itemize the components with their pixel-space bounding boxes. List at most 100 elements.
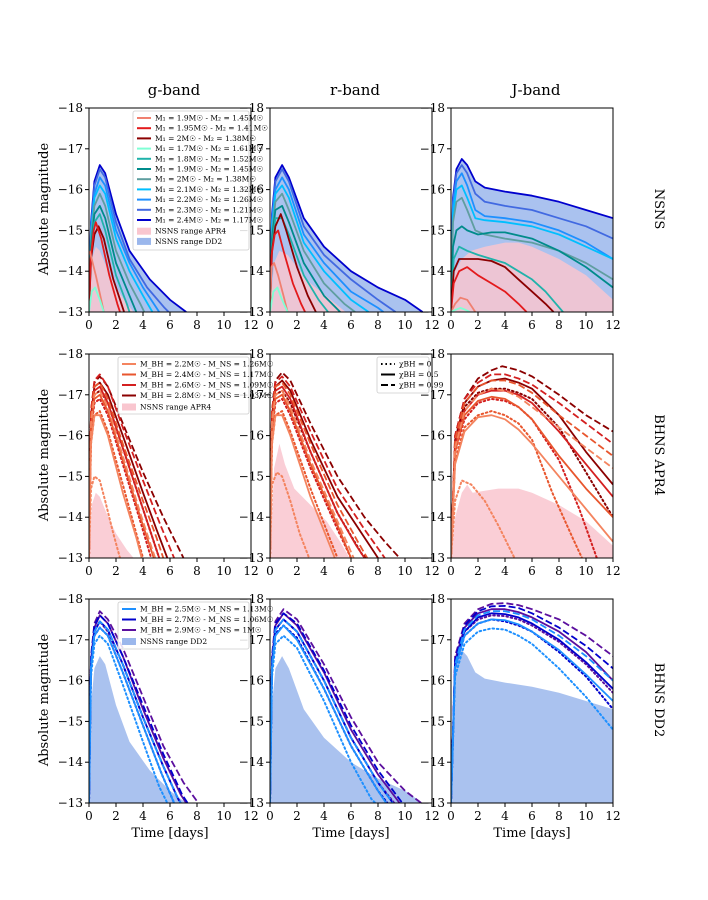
- plot-area: [89, 373, 185, 558]
- x-tick-label: 2: [112, 809, 120, 823]
- x-tick-label: 8: [193, 564, 201, 578]
- x-tick-label: 12: [424, 318, 439, 332]
- panel-nsns-g: 0 2 4 6 8 10 12 −13 −14 −15 −16 −17 −18: [58, 101, 259, 332]
- x-tick-label: 2: [293, 809, 301, 823]
- legend-entry: M₁ = 2M☉ - M₂ = 1.38M☉: [137, 134, 256, 143]
- light-curve-solid: [451, 414, 613, 558]
- plot-area: [89, 164, 187, 312]
- legend-entry: NSNS range DD2: [137, 237, 222, 246]
- y-tick-label: −14: [58, 510, 84, 524]
- legend-entry: M₁ = 1.8M☉ - M₂ = 1.52M☉: [137, 154, 263, 163]
- legend-entry: M_BH = 2.7M☉ - M_NS = 1.06M☉: [122, 615, 274, 624]
- x-tick-label: 2: [112, 564, 120, 578]
- light-curve-dashed: [270, 381, 368, 558]
- panel-bhns-dd2-r: 0 2 4 6 8 10 12−13−14−15−16−17−18: [239, 592, 440, 823]
- light-curve-dashed: [451, 379, 613, 558]
- y-tick-label: −17: [58, 142, 83, 156]
- x-tick-label: 12: [424, 564, 439, 578]
- y-tick-label: −18: [58, 592, 83, 606]
- x-tick-label: 8: [193, 809, 201, 823]
- x-tick-label: 4: [320, 318, 328, 332]
- light-curve-dashed: [89, 373, 175, 558]
- legends-layer: M₁ = 1.9M☉ - M₂ = 1.45M☉M₁ = 1.95M☉ - M₂…: [117, 110, 444, 650]
- nsns-range-band: [451, 484, 613, 558]
- x-tick-label: 0: [85, 318, 93, 332]
- y-tick-label: −16: [58, 429, 83, 443]
- y-tick-label: −18: [58, 347, 83, 361]
- x-tick-label: 12: [605, 318, 620, 332]
- legend-entry: M₁ = 2M☉ - M₂ = 1.38M☉: [137, 175, 256, 184]
- nsns-range-band: [451, 242, 613, 312]
- light-curve-solid: [270, 229, 306, 312]
- light-curve-solid: [451, 245, 564, 312]
- legend-label: M₁ = 1.95M☉ - M₂ = 1.41M☉: [155, 124, 268, 133]
- light-curve-dotted: [451, 627, 613, 803]
- legend-entry: M₁ = 1.9M☉ - M₂ = 1.45M☉: [137, 165, 263, 174]
- legend-label: χBH = 0: [399, 360, 432, 369]
- x-tick-label: 12: [243, 318, 258, 332]
- light-curve-dotted: [451, 614, 613, 803]
- x-tick-label: 2: [112, 318, 120, 332]
- legend-label: M_BH = 2.7M☉ - M_NS = 1.06M☉: [140, 615, 274, 624]
- light-curve-solid: [270, 385, 366, 558]
- legend-entry: χBH = 0.5: [381, 370, 439, 379]
- nsns-range-band: [89, 492, 134, 558]
- y-tick-label: −18: [58, 101, 83, 115]
- legend-label: NSNS range DD2: [155, 237, 222, 246]
- y-tick-label: −16: [239, 674, 264, 688]
- x-tick-label: 2: [293, 318, 301, 332]
- plot-area: [89, 610, 200, 803]
- legend-swatch: [122, 638, 136, 645]
- legend-swatch: [122, 403, 136, 411]
- legend-entry: NSNS range APR4: [137, 227, 226, 236]
- plot-area: [451, 158, 613, 312]
- legend-bhns-dd2: [117, 601, 250, 650]
- nsns-range-band: [89, 656, 187, 803]
- y-tick-label: −14: [239, 755, 265, 769]
- x-tick-label: 12: [605, 564, 620, 578]
- y-tick-label: −13: [239, 551, 264, 565]
- nsns-range-band: [451, 650, 613, 803]
- legend-nsns: [132, 110, 250, 251]
- legend-label: NSNS range DD2: [140, 637, 207, 646]
- y-tick-label: −18: [420, 592, 445, 606]
- x-tick-label: 6: [347, 809, 355, 823]
- y-tick-label: −14: [58, 264, 84, 278]
- column-title-r-band: r-band: [330, 81, 380, 99]
- legend-entry: M₁ = 1.7M☉ - M₂ = 1.61M☉: [137, 144, 263, 153]
- column-title-g-band: g-band: [148, 81, 201, 99]
- legend-label: M₁ = 2.4M☉ - M₂ = 1.17M☉: [155, 216, 263, 225]
- legend-label: M_BH = 2.4M☉ - M_NS = 1.17M☉: [140, 370, 274, 379]
- legend-entry: M₁ = 1.9M☉ - M₂ = 1.45M☉: [137, 114, 263, 123]
- plot-area: [451, 365, 613, 558]
- light-curve-solid: [89, 286, 105, 312]
- x-tick-label: 4: [501, 318, 509, 332]
- x-tick-label: 4: [139, 809, 147, 823]
- row-label-nsns: NSNS: [651, 189, 666, 230]
- x-tick-label: 0: [447, 318, 455, 332]
- x-tick-label: 12: [243, 809, 258, 823]
- legend-entry: M₁ = 2.3M☉ - M₂ = 1.21M☉: [137, 205, 263, 214]
- legend-label: χBH = 0.99: [399, 381, 444, 390]
- legend-label: NSNS range APR4: [155, 227, 226, 236]
- column-title-j-band: J-band: [510, 81, 561, 99]
- legend-entry: M_BH = 2.9M☉ - M_NS = 1M☉: [122, 626, 262, 635]
- light-curve-solid: [270, 414, 336, 558]
- legend-entry: M₁ = 1.95M☉ - M₂ = 1.41M☉: [137, 124, 268, 133]
- light-curve-dashed: [451, 605, 613, 803]
- x-tick-label: 12: [605, 809, 620, 823]
- y-axis-label-row-2: Absolute magnitude: [37, 389, 52, 523]
- y-tick-label: −16: [420, 183, 445, 197]
- y-tick-label: −13: [239, 796, 264, 810]
- light-curve-solid: [451, 296, 477, 312]
- x-tick-label: 4: [501, 809, 509, 823]
- x-tick-label: 0: [266, 564, 274, 578]
- x-tick-label: 0: [85, 809, 93, 823]
- y-tick-label: −13: [58, 551, 83, 565]
- y-tick-label: −13: [420, 796, 445, 810]
- y-tick-label: −16: [420, 674, 445, 688]
- y-tick-label: −14: [420, 755, 446, 769]
- y-tick-label: −13: [239, 305, 264, 319]
- panel-bhns-dd2-g: 0 2 4 6 8 10 12 −13 −14 −15 −16 −17 −18: [58, 592, 259, 823]
